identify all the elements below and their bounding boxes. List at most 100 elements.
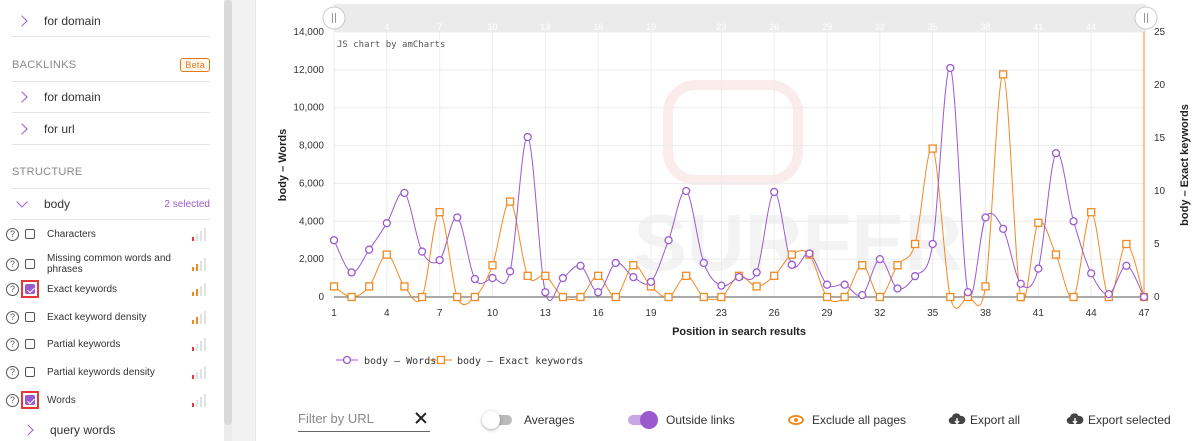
data-point-exact-keywords bbox=[893, 261, 902, 270]
data-point-exact-keywords bbox=[541, 271, 550, 280]
sidebar-scrollbar-thumb[interactable] bbox=[224, 0, 232, 425]
data-point-words bbox=[611, 258, 620, 268]
data-point-exact-keywords bbox=[840, 292, 849, 302]
x-tick-label: 19 bbox=[645, 308, 657, 319]
chevron-right-icon bbox=[16, 91, 28, 103]
help-icon[interactable]: ? bbox=[6, 393, 19, 407]
structure-option[interactable]: ? Exact keywords bbox=[6, 279, 210, 299]
section-title: STRUCTURE bbox=[12, 166, 83, 178]
data-point-words bbox=[329, 236, 339, 245]
data-point-exact-keywords bbox=[400, 282, 409, 291]
data-point-exact-keywords bbox=[453, 292, 462, 302]
help-icon[interactable]: ? bbox=[6, 282, 19, 296]
structure-option[interactable]: ? Characters bbox=[6, 224, 210, 244]
export-selected-button[interactable]: Export selected bbox=[1066, 405, 1171, 435]
x-tick-label: 32 bbox=[874, 308, 886, 319]
option-checkbox[interactable] bbox=[25, 395, 35, 405]
structure-option[interactable]: ? Partial keywords bbox=[6, 334, 210, 354]
structure-body-group[interactable]: body 2 selected bbox=[12, 188, 210, 220]
option-label: Exact keywords bbox=[47, 283, 118, 295]
sidebar-scrollbar[interactable] bbox=[224, 0, 232, 441]
sidebar-item-backlinks-for-domain[interactable]: for domain bbox=[12, 81, 210, 113]
data-point-exact-keywords bbox=[593, 271, 603, 280]
data-point-exact-keywords bbox=[787, 250, 796, 259]
sidebar-item-label: for domain bbox=[44, 13, 101, 28]
option-checkbox[interactable] bbox=[25, 367, 35, 377]
data-point-words bbox=[682, 186, 691, 196]
data-point-words bbox=[875, 254, 885, 264]
exclude-label: Exclude all pages bbox=[812, 413, 907, 427]
option-checkbox[interactable] bbox=[25, 259, 35, 269]
y-right-tick-label: 20 bbox=[1154, 80, 1166, 91]
signal-strength-icon bbox=[192, 227, 206, 241]
option-checkbox[interactable] bbox=[25, 284, 35, 294]
sidebar-item-label: for domain bbox=[44, 90, 101, 104]
y-left-axis-title: body – Words bbox=[277, 129, 289, 202]
data-point-words bbox=[822, 280, 832, 289]
structure-option[interactable]: ? Exact keyword density bbox=[6, 307, 210, 327]
scrollbar-tick-label: 29 bbox=[822, 22, 832, 32]
option-label: Exact keyword density bbox=[47, 311, 147, 323]
filter-by-url-input[interactable] bbox=[298, 406, 430, 432]
export-all-button[interactable]: Export all bbox=[948, 405, 1020, 435]
data-point-words bbox=[558, 273, 568, 283]
sidebar-item-for-domain-top[interactable]: for domain bbox=[12, 5, 210, 37]
help-icon[interactable]: ? bbox=[6, 227, 19, 241]
data-point-words bbox=[946, 63, 955, 73]
exclude-all-pages-button[interactable]: Exclude all pages bbox=[788, 405, 906, 435]
x-tick-label: 4 bbox=[384, 308, 390, 319]
data-point-words bbox=[805, 249, 814, 258]
legend-marker-exact-keywords bbox=[436, 355, 446, 365]
data-point-exact-keywords bbox=[417, 292, 427, 302]
option-checkbox[interactable] bbox=[25, 312, 35, 322]
data-point-words bbox=[717, 281, 726, 290]
data-point-words bbox=[787, 260, 796, 269]
structure-option[interactable]: ? Words bbox=[6, 390, 210, 410]
help-icon[interactable]: ? bbox=[6, 365, 19, 379]
scrollbar-right-grip[interactable] bbox=[1134, 6, 1158, 30]
option-label: Partial keywords bbox=[47, 338, 121, 350]
data-point-exact-keywords bbox=[1122, 239, 1131, 249]
data-point-words bbox=[646, 277, 656, 287]
averages-switch[interactable] bbox=[482, 411, 512, 429]
x-tick-label: 23 bbox=[716, 308, 728, 319]
option-checkbox[interactable] bbox=[25, 339, 35, 349]
data-point-words bbox=[453, 213, 462, 222]
sidebar-item-query-words[interactable]: query words bbox=[18, 414, 216, 441]
outside-links-toggle[interactable]: Outside links bbox=[628, 405, 735, 435]
data-point-words bbox=[998, 224, 1008, 234]
averages-toggle[interactable]: Averages bbox=[482, 405, 575, 435]
help-icon[interactable]: ? bbox=[6, 337, 19, 351]
averages-label: Averages bbox=[524, 413, 575, 427]
outside-links-switch[interactable] bbox=[628, 411, 658, 429]
help-icon[interactable]: ? bbox=[6, 257, 19, 271]
structure-option[interactable]: ? Missing common words and phrases bbox=[6, 252, 210, 276]
chevron-right-icon bbox=[16, 14, 28, 27]
data-point-exact-keywords bbox=[910, 239, 920, 249]
scrollbar-tick-label: 26 bbox=[769, 22, 779, 32]
clear-filter-icon[interactable] bbox=[414, 411, 428, 425]
x-tick-label: 1 bbox=[331, 308, 337, 319]
scrollbar-tick-label: 38 bbox=[981, 22, 991, 32]
data-point-exact-keywords bbox=[505, 197, 515, 206]
data-point-exact-keywords bbox=[981, 282, 990, 291]
data-point-words bbox=[1122, 261, 1131, 270]
checkbox-wrapper bbox=[23, 310, 37, 324]
structure-option[interactable]: ? Partial keywords density bbox=[6, 362, 210, 382]
option-label: Partial keywords density bbox=[47, 366, 155, 378]
sidebar-item-backlinks-for-url[interactable]: for url bbox=[12, 113, 210, 145]
data-point-exact-keywords bbox=[998, 70, 1008, 79]
scrollbar-tick-label: 16 bbox=[593, 22, 603, 32]
cloud-download-icon bbox=[948, 413, 966, 425]
option-checkbox[interactable] bbox=[25, 229, 35, 239]
y-left-tick-label: 2,000 bbox=[299, 254, 324, 265]
data-point-words bbox=[400, 188, 409, 198]
scrollbar-tick-label: 13 bbox=[540, 22, 550, 32]
sidebar: for domain BACKLINKS Beta for domain for… bbox=[0, 0, 222, 441]
scrollbar-left-grip[interactable] bbox=[322, 6, 346, 30]
help-icon[interactable]: ? bbox=[6, 310, 19, 324]
y-left-tick-label: 0 bbox=[318, 292, 324, 303]
data-point-exact-keywords bbox=[470, 292, 480, 302]
data-point-exact-keywords bbox=[611, 292, 620, 302]
scrollbar-tick-label: 10 bbox=[487, 22, 497, 32]
